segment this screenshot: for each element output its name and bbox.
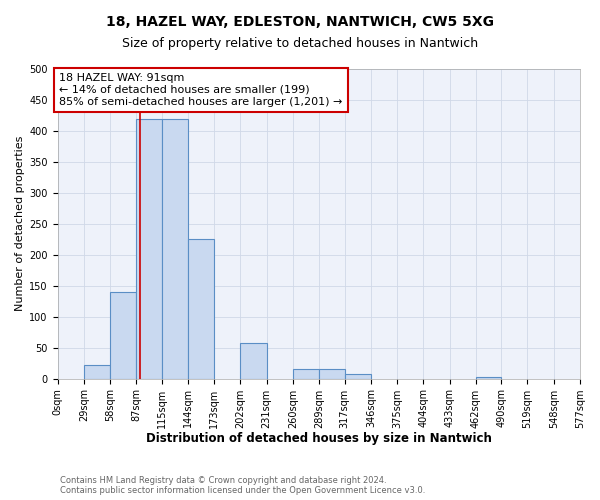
Bar (241, 342, 266, 378)
Bar (319, 370, 344, 378)
Text: Contains public sector information licensed under the Open Government Licence v3: Contains public sector information licen… (60, 486, 425, 495)
Bar (84, 365, 110, 378)
Text: 18 HAZEL WAY: 91sqm
← 14% of detached houses are smaller (199)
85% of semi-detac: 18 HAZEL WAY: 91sqm ← 14% of detached ho… (59, 74, 343, 106)
Bar (344, 374, 371, 378)
Y-axis label: Number of detached properties: Number of detached properties (15, 136, 25, 312)
Text: Contains HM Land Registry data © Crown copyright and database right 2024.: Contains HM Land Registry data © Crown c… (60, 476, 386, 485)
Bar (110, 292, 136, 378)
Text: 18, HAZEL WAY, EDLESTON, NANTWICH, CW5 5XG: 18, HAZEL WAY, EDLESTON, NANTWICH, CW5 5… (106, 15, 494, 29)
Bar (476, 377, 501, 378)
Text: Size of property relative to detached houses in Nantwich: Size of property relative to detached ho… (122, 38, 478, 51)
Bar (293, 370, 319, 378)
Bar (161, 118, 188, 378)
X-axis label: Distribution of detached houses by size in Nantwich: Distribution of detached houses by size … (146, 432, 491, 445)
Bar (136, 118, 161, 378)
Bar (188, 240, 214, 378)
